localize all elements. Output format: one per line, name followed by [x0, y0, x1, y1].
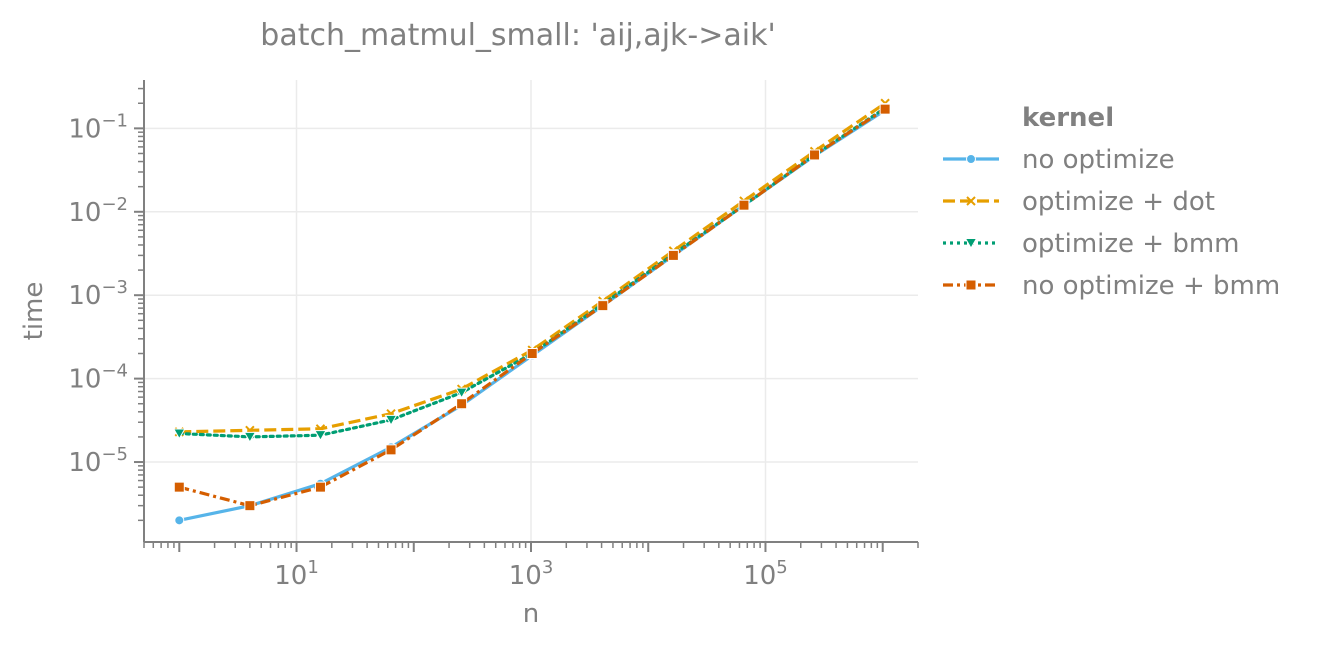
- data-point: [172, 428, 186, 440]
- data-point: [456, 398, 468, 410]
- data-point: [455, 387, 468, 399]
- ticks: 101 103 105 10−5 10−4 10−3 10−2 10−1: [68, 87, 919, 591]
- series-line: [178, 107, 886, 508]
- legend-item: no optimize + bmm: [943, 271, 1280, 301]
- data-point: [385, 444, 397, 456]
- y-axis-label: time: [19, 282, 49, 341]
- data-point: [174, 515, 185, 526]
- data-point: [667, 249, 679, 261]
- legend-marker: [966, 196, 976, 206]
- data-point: [314, 430, 327, 442]
- chart-title: batch_matmul_small: 'aij,ajk->aik': [260, 18, 775, 53]
- x-axis-label: n: [523, 599, 539, 629]
- legend-marker: [964, 238, 978, 249]
- legend-title: kernel: [1022, 103, 1114, 133]
- series-x: [174, 98, 890, 437]
- legend: kernel no optimize optimize + dot optimize…: [943, 103, 1280, 301]
- data-point: [314, 481, 326, 493]
- legend-label: optimize + dot: [1022, 187, 1215, 217]
- legend-label: no optimize + bmm: [1022, 271, 1280, 301]
- series-line: [177, 106, 887, 439]
- series-line: [178, 108, 886, 522]
- data-point: [243, 431, 257, 443]
- data-point: [597, 300, 609, 312]
- y-tick-label: 10−1: [68, 110, 128, 144]
- legend-item: optimize + dot: [943, 187, 1215, 217]
- legend-item: no optimize: [943, 145, 1175, 175]
- x-tick-label: 103: [509, 557, 554, 591]
- data-point: [244, 500, 256, 512]
- y-tick-label: 10−5: [68, 444, 128, 478]
- y-tick-label: 10−2: [68, 194, 128, 228]
- data-point: [879, 103, 891, 115]
- data-point: [173, 481, 185, 493]
- y-tick-label: 10−4: [68, 361, 128, 395]
- x-tick-label: 105: [743, 557, 788, 591]
- grid: [144, 80, 918, 542]
- data-point: [809, 149, 821, 161]
- legend-label: no optimize: [1022, 145, 1175, 175]
- legend-label: optimize + bmm: [1022, 229, 1240, 259]
- data-point: [526, 348, 538, 360]
- legend-marker: [966, 154, 976, 164]
- x-tick-label: 101: [274, 557, 319, 591]
- y-tick-label: 10−3: [68, 277, 128, 311]
- series-square: [173, 103, 891, 512]
- legend-marker: [965, 279, 977, 291]
- data-point: [738, 199, 750, 211]
- plot-area: [172, 98, 892, 526]
- series-triangle-down: [172, 103, 892, 443]
- legend-item: optimize + bmm: [943, 229, 1240, 259]
- series-line: [179, 101, 887, 434]
- data-point: [384, 414, 398, 426]
